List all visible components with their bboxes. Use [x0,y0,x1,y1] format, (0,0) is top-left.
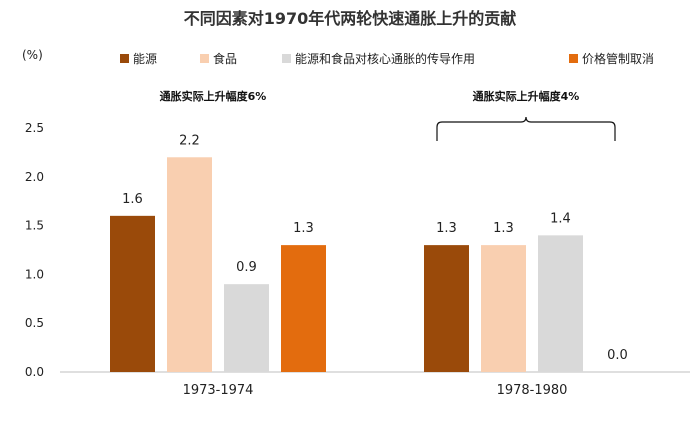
legend-swatch-price-controls [569,54,578,63]
data-label: 1.3 [493,221,514,236]
y-tick-label: 0.5 [25,316,44,330]
annotation-brace [436,116,616,141]
y-tick-label: 2.5 [25,121,44,135]
y-tick-label: 1.5 [25,219,44,233]
annotation-1978-1980: 通胀实际上升幅度4% [473,89,580,103]
y-axis: 0.0 0.5 1.0 1.5 2.0 2.5 [25,121,44,379]
y-tick-label: 2.0 [25,170,44,184]
y-axis-unit: (%) [22,48,43,62]
data-label: 1.3 [436,221,457,236]
legend-swatch-passthrough [282,54,291,63]
bar-food-1978-1980 [481,245,526,372]
bar-price-controls-1973-1974 [281,245,326,372]
x-tick-label: 1978-1980 [497,383,568,398]
bar-food-1973-1974 [167,157,212,372]
x-axis: 1973-1974 1978-1980 [183,383,568,398]
legend-label-passthrough: 能源和食品对核心通胀的传导作用 [295,51,475,66]
x-tick-label: 1973-1974 [183,383,254,398]
data-label: 2.2 [179,133,200,148]
legend: 能源 食品 能源和食品对核心通胀的传导作用 价格管制取消 [120,51,654,66]
legend-swatch-food [200,54,209,63]
data-label: 1.4 [550,211,571,226]
legend-swatch-energy [120,54,129,63]
data-label: 0.0 [607,348,628,363]
legend-label-price-controls: 价格管制取消 [582,51,654,66]
bars: 1.6 2.2 0.9 1.3 1.3 1.3 1.4 0.0 [110,133,628,372]
legend-label-food: 食品 [213,51,237,66]
bar-passthrough-1978-1980 [538,235,583,372]
legend-label-energy: 能源 [133,52,157,66]
annotation-1973-1974: 通胀实际上升幅度6% [160,89,267,103]
y-tick-label: 0.0 [25,365,44,379]
chart-title: 不同因素对1970年代两轮快速通胀上升的贡献 [184,9,517,28]
data-label: 1.6 [122,192,143,207]
bar-passthrough-1973-1974 [224,284,269,372]
data-label: 1.3 [293,221,314,236]
data-label: 0.9 [236,260,257,275]
bar-energy-1973-1974 [110,215,155,372]
bar-energy-1978-1980 [424,245,469,372]
y-tick-label: 1.0 [25,267,44,281]
